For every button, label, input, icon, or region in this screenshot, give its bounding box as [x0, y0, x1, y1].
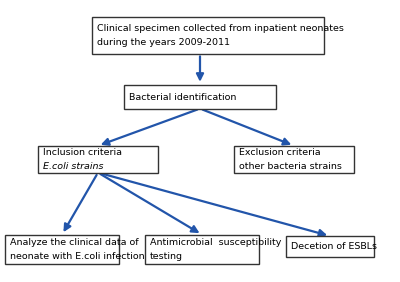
FancyBboxPatch shape: [234, 146, 354, 173]
Text: neonate with E.coli infection: neonate with E.coli infection: [10, 252, 144, 261]
Text: Exclusion criteria: Exclusion criteria: [239, 148, 320, 157]
Text: Inclusion criteria: Inclusion criteria: [43, 148, 122, 157]
FancyBboxPatch shape: [145, 235, 259, 265]
Text: testing: testing: [150, 252, 183, 261]
Text: during the years 2009-2011: during the years 2009-2011: [97, 38, 230, 47]
Text: Bacterial identification: Bacterial identification: [129, 93, 236, 102]
FancyBboxPatch shape: [92, 17, 324, 54]
Text: Decetion of ESBLs: Decetion of ESBLs: [291, 242, 377, 251]
FancyBboxPatch shape: [124, 85, 276, 109]
FancyBboxPatch shape: [286, 236, 374, 257]
Text: Clinical specimen collected from inpatient neonates: Clinical specimen collected from inpatie…: [97, 24, 344, 33]
Text: other bacteria strains: other bacteria strains: [239, 162, 342, 171]
FancyBboxPatch shape: [5, 235, 119, 265]
Text: Analyze the clinical data of: Analyze the clinical data of: [10, 238, 138, 247]
FancyBboxPatch shape: [38, 146, 158, 173]
Text: Antimicrobial  susceptibility: Antimicrobial susceptibility: [150, 238, 281, 247]
Text: E.coli strains: E.coli strains: [43, 162, 103, 171]
